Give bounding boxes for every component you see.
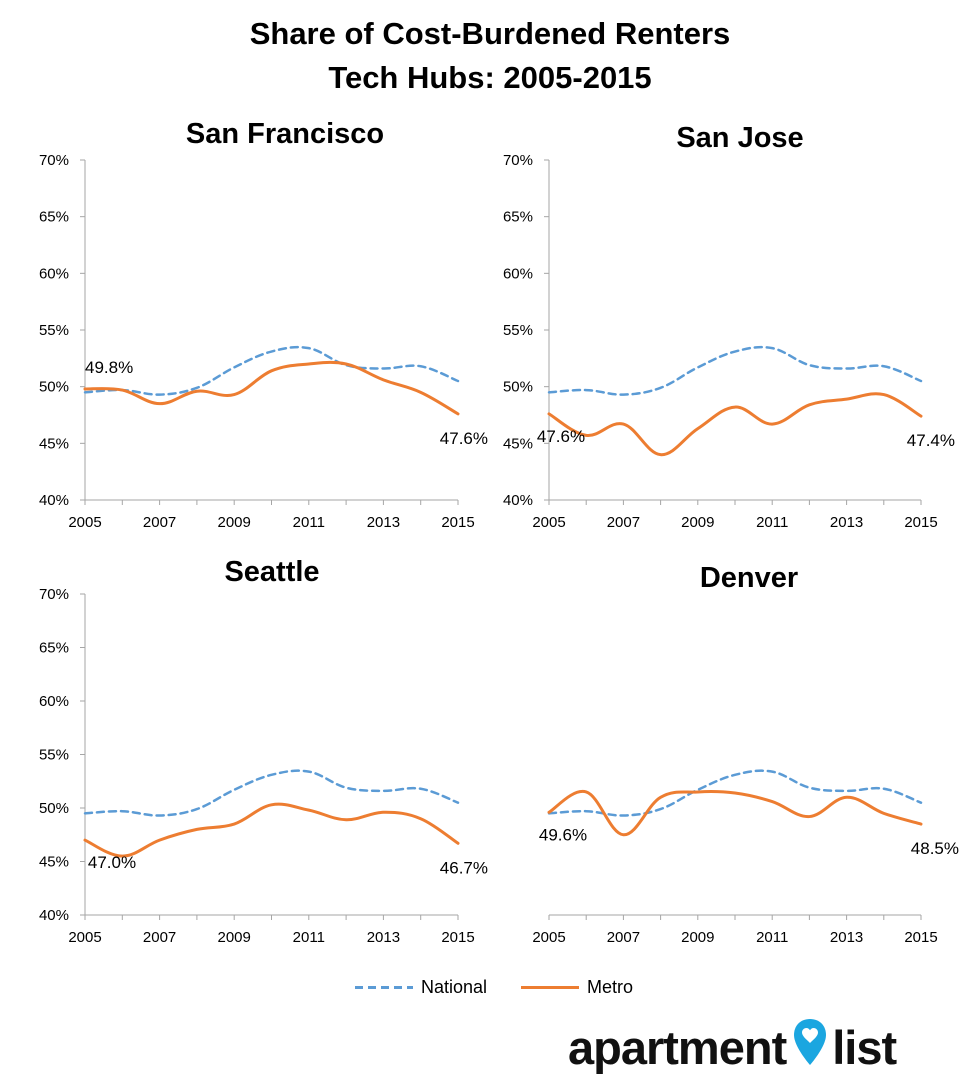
x-tick-label: 2015 (441, 929, 474, 946)
panel-title: Seattle (224, 556, 320, 588)
legend-label-national: National (421, 976, 488, 997)
x-tick-label: 2007 (607, 514, 640, 531)
y-tick-label: 70% (39, 586, 69, 603)
title-line-2: Tech Hubs: 2005-2015 (328, 60, 652, 95)
x-tick-label: 2005 (532, 514, 565, 531)
series-line-national (547, 769, 923, 817)
series-line-metro (83, 802, 460, 858)
y-tick-label: 70% (503, 152, 533, 169)
legend-item-national: National (355, 977, 487, 998)
y-tick-label: 65% (39, 209, 69, 226)
y-tick-label: 70% (39, 152, 69, 169)
series-line-national (83, 345, 460, 396)
data-label: 46.7% (440, 858, 488, 877)
x-tick-label: 2013 (367, 929, 400, 946)
x-tick-label: 2005 (68, 514, 101, 531)
panel-title: San Francisco (185, 118, 385, 150)
x-tick-label: 2013 (367, 514, 400, 531)
y-tick-label: 45% (503, 435, 533, 452)
data-label: 47.4% (907, 431, 955, 450)
x-tick-label: 2009 (681, 929, 714, 946)
x-tick-label: 2011 (756, 929, 788, 946)
x-tick-label: 2005 (68, 929, 101, 946)
x-tick-label: 2007 (143, 929, 176, 946)
panel-title: Denver (699, 562, 799, 594)
y-tick-label: 50% (39, 800, 69, 817)
panel-title: San Jose (676, 122, 804, 154)
x-tick-label: 2011 (293, 514, 325, 531)
y-tick-label: 40% (39, 907, 69, 924)
data-label: 47.0% (88, 853, 136, 872)
x-tick-label: 2015 (904, 514, 937, 531)
data-label: 47.6% (440, 429, 488, 448)
y-tick-label: 60% (39, 265, 69, 282)
apartment-list-logo: apartment list (568, 1012, 897, 1082)
legend-item-metro: Metro (521, 977, 633, 998)
x-tick-label: 2015 (441, 514, 474, 531)
legend-label-metro: Metro (587, 976, 634, 997)
y-tick-label: 45% (39, 854, 69, 871)
series-line-metro (83, 360, 460, 416)
y-tick-label: 50% (39, 379, 69, 396)
logo-text-apartment: apartment (568, 1020, 787, 1074)
data-label: 48.5% (911, 839, 959, 858)
y-tick-label: 45% (39, 435, 69, 452)
series-line-metro (547, 789, 923, 837)
x-tick-label: 2009 (218, 514, 251, 531)
x-tick-label: 2009 (218, 929, 251, 946)
x-tick-label: 2015 (904, 929, 937, 946)
legend-swatch-solid (521, 985, 580, 989)
series-line-national (83, 769, 460, 817)
x-tick-label: 2009 (681, 514, 714, 531)
y-tick-label: 60% (39, 693, 69, 710)
y-tick-label: 65% (503, 209, 533, 226)
x-tick-label: 2011 (293, 929, 325, 946)
x-tick-label: 2013 (830, 929, 863, 946)
legend-swatch-dashed (355, 985, 413, 989)
series-line-metro (547, 392, 923, 457)
map-pin-heart-icon (792, 1017, 828, 1078)
x-tick-label: 2007 (143, 514, 176, 531)
y-tick-label: 55% (39, 747, 69, 764)
logo-text-list: list (832, 1020, 897, 1074)
data-label: 49.6% (539, 825, 587, 844)
chart-legend: National Metro (355, 972, 667, 1002)
x-tick-label: 2005 (532, 929, 565, 946)
data-label: 47.6% (537, 427, 585, 446)
y-tick-label: 65% (39, 640, 69, 657)
title-line-1: Share of Cost-Burdened Renters (249, 16, 731, 51)
y-tick-label: 55% (503, 322, 533, 339)
y-tick-label: 40% (503, 492, 533, 509)
y-tick-label: 60% (503, 265, 533, 282)
y-tick-label: 50% (503, 379, 533, 396)
y-tick-label: 40% (39, 492, 69, 509)
chart-main-title: Share of Cost-Burdened Renters Tech Hubs… (0, 12, 980, 100)
x-tick-label: 2013 (830, 514, 863, 531)
x-tick-label: 2011 (756, 514, 788, 531)
y-tick-label: 55% (39, 322, 69, 339)
series-line-national (547, 345, 923, 396)
data-label: 49.8% (85, 358, 133, 377)
x-tick-label: 2007 (607, 929, 640, 946)
